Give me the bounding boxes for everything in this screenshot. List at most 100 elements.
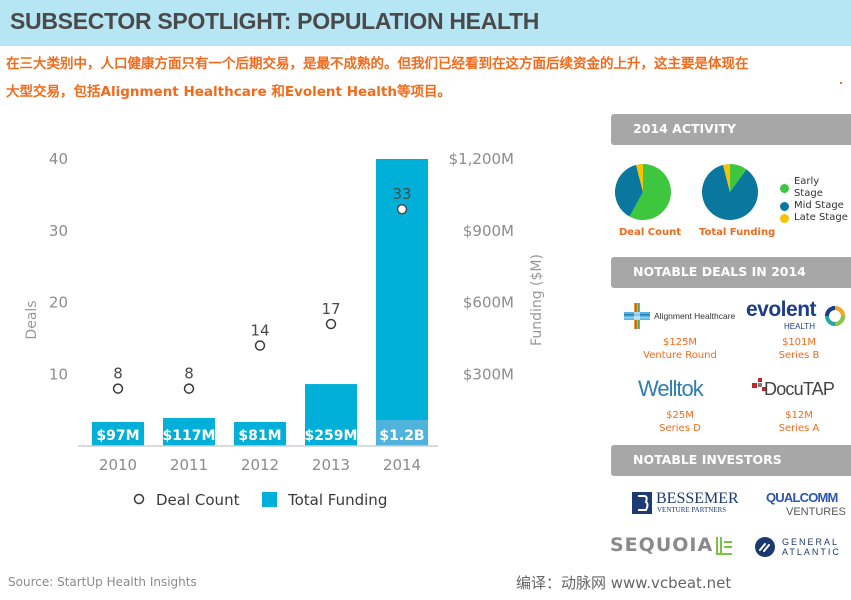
bessemer-logo: BESSEMER VENTURE PARTNERS: [632, 490, 747, 516]
left-axis-title: Deals: [24, 300, 40, 339]
qualcomm-sub: VENTURES: [786, 506, 846, 518]
pie-slice-late-stage: [723, 164, 730, 192]
bessemer-sub: VENTURE PARTNERS: [657, 506, 727, 514]
pie-total-funding: [702, 164, 758, 220]
deal-alignment-details: $125M Venture Round: [628, 336, 732, 362]
deals-section-header: NOTABLE DEALS IN 2014: [611, 257, 851, 288]
mid-stage-swatch: [780, 201, 789, 211]
general-atlantic-icon: [755, 537, 775, 557]
funding-bar-label: $117M: [163, 428, 216, 444]
general-atlantic-name: GENERAL: [782, 537, 840, 547]
bessemer-name: BESSEMER: [656, 490, 739, 507]
intro-line-2: 大型交易，包括Alignment Healthcare 和Evolent Hea…: [6, 84, 451, 100]
evolent-logo-text: evolent: [746, 298, 817, 321]
right-axis-title: Funding ($M): [529, 254, 545, 346]
legend-mid-stage: Mid Stage: [780, 200, 851, 212]
right-tick-label: $900M: [463, 222, 514, 240]
funding-bar: [234, 422, 286, 446]
decorative-dot: [840, 82, 842, 84]
deal-count-label: 8: [184, 365, 194, 383]
page-header: SUBSECTOR SPOTLIGHT: POPULATION HEALTH: [0, 0, 851, 46]
deal-count-point: [254, 340, 266, 351]
page-title: SUBSECTOR SPOTLIGHT: POPULATION HEALTH: [10, 8, 540, 34]
activity-section-header: 2014 ACTIVITY: [611, 114, 851, 145]
early-stage-swatch: [780, 183, 789, 193]
sequoia-logo: SEQUOIA: [610, 534, 738, 560]
funding-bar-label: $97M: [96, 428, 139, 444]
stage-legend: Early Stage Mid Stage Late Stage: [780, 176, 851, 224]
funding-bars: $97M $117M $81M $259M $1.2B: [92, 159, 428, 446]
right-axis-ticks: $300M $600M $900M $1,200M: [449, 150, 514, 383]
alignment-logo-text: Alignment Healthcare: [654, 311, 736, 321]
deal-count-label: 17: [321, 300, 340, 318]
pie-slice-mid-stage: [702, 164, 758, 220]
left-tick-label: 20: [49, 294, 68, 312]
welltok-logo-text: Welltok: [638, 376, 704, 401]
activity-title: 2014 ACTIVITY: [633, 121, 737, 136]
left-tick-label: 10: [49, 365, 68, 383]
x-tick-label: 2010: [99, 456, 137, 474]
deal-round: Series D: [659, 423, 701, 434]
funding-bar-label: $259M: [305, 428, 358, 444]
intro-text: 在三大类别中，人口健康方面只有一个后期交易，是最不成熟的。但我们已经看到在这方面…: [6, 50, 846, 106]
right-tick-label: $1,200M: [449, 150, 514, 168]
evolent-health-logo: evolent HEALTH: [746, 298, 851, 334]
docutap-squares-icon: [752, 378, 766, 391]
funding-bar-label: $81M: [238, 428, 281, 444]
deal-docutap-details: $12M Series A: [764, 409, 834, 435]
source-note: Source: StartUp Health Insights: [8, 575, 197, 589]
deal-round: Series B: [778, 350, 820, 361]
deal-count-label: 33: [392, 185, 411, 203]
qualcomm-name: QUALCOMM: [766, 490, 838, 505]
docutap-logo-text: DocuTAP: [764, 379, 835, 399]
deal-count-label: 8: [113, 365, 123, 383]
legend-early-stage: Early Stage: [780, 176, 851, 200]
deals-title: NOTABLE DEALS IN 2014: [633, 264, 806, 279]
general-atlantic-sub: ATLANTIC: [782, 547, 841, 557]
left-tick-label: 40: [49, 150, 68, 168]
pie-slice-early-stage: [629, 164, 671, 220]
intro-line-1: 在三大类别中，人口健康方面只有一个后期交易，是最不成熟的。但我们已经看到在这方面…: [6, 56, 749, 72]
pie-slice-mid-stage: [615, 164, 643, 217]
funding-bar: [92, 422, 144, 446]
x-tick-label: 2012: [241, 456, 279, 474]
x-tick-label: 2014: [383, 456, 421, 474]
deal-amount: $25M: [666, 410, 694, 421]
right-tick-label: $300M: [463, 365, 514, 383]
qualcomm-ventures-logo: QUALCOMM VENTURES: [764, 490, 850, 520]
investors-section-header: NOTABLE INVESTORS: [611, 445, 851, 476]
deal-count-point: [396, 203, 408, 215]
x-axis-ticks: 2010 2011 2012 2013 2014: [99, 456, 421, 474]
deal-welltok-details: $25M Series D: [645, 409, 715, 435]
funding-bar: [305, 384, 357, 446]
sequoia-leaf-icon: [716, 537, 732, 555]
legend-total-funding-swatch: [262, 492, 277, 507]
sequoia-name: SEQUOIA: [610, 534, 714, 556]
deal-count-point: [183, 383, 195, 394]
legend-deal-count-label: Deal Count: [156, 491, 240, 509]
activity-pies: [615, 164, 758, 220]
pie-deal-count: [615, 164, 671, 220]
deals-funding-chart: 10 20 30 40 $300M $600M $900M $1,200M Deals Fu…: [24, 150, 545, 509]
deal-count-point: [325, 318, 337, 330]
pie-slice-late-stage: [636, 164, 643, 192]
pie-label-deal-count: Deal Count: [619, 227, 681, 238]
evolent-logo-subtext: HEALTH: [784, 322, 815, 331]
alignment-healthcare-logo: Alignment Healthcare: [624, 303, 736, 329]
pie-label-total-funding: Total Funding: [699, 227, 776, 238]
legend-total-funding-label: Total Funding: [287, 491, 387, 509]
deal-amount: $125M: [662, 337, 698, 348]
general-atlantic-logo: GENERAL ATLANTIC: [754, 534, 850, 562]
left-tick-label: 30: [49, 222, 68, 240]
pie-slice-early-stage: [730, 164, 747, 192]
deal-count-point: [112, 383, 124, 394]
x-tick-label: 2011: [170, 456, 208, 474]
x-tick-label: 2013: [312, 456, 350, 474]
deal-round: Venture Round: [643, 350, 717, 361]
funding-bar-label-bg: [376, 420, 428, 446]
deal-evolent-details: $101M Series B: [764, 336, 834, 362]
late-stage-swatch: [780, 213, 789, 223]
deal-amount: $101M: [781, 337, 817, 348]
left-axis-ticks: 10 20 30 40: [49, 150, 68, 383]
welltok-logo: Welltok: [638, 376, 728, 404]
